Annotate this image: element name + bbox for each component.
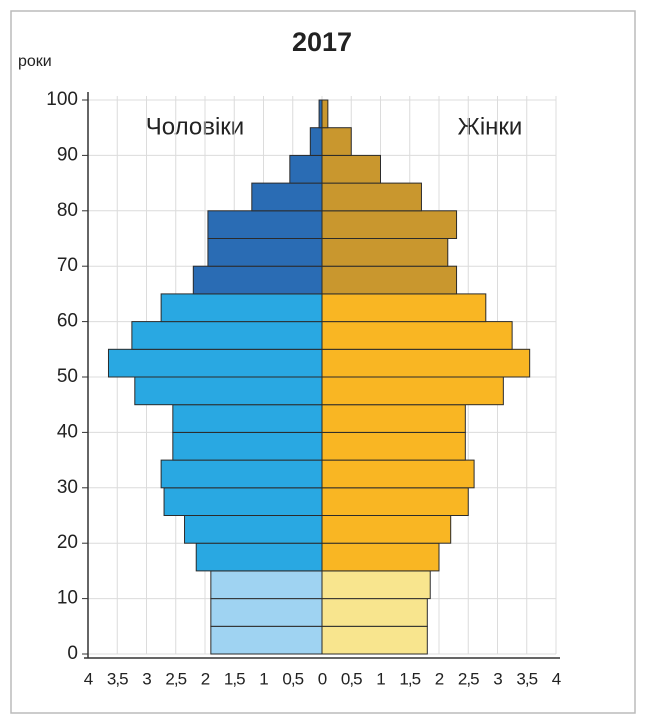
x-tick-label: 0	[318, 669, 327, 688]
chart-title: 2017	[292, 27, 352, 57]
bar	[321, 348, 531, 378]
x-tick-label: 1	[376, 669, 385, 688]
y-tick-label: 30	[57, 477, 78, 498]
x-tick-label: 2	[201, 669, 210, 688]
y-tick-label: 10	[57, 588, 78, 609]
x-tick-label: 1	[259, 669, 268, 688]
y-tick-label: 60	[57, 311, 78, 332]
x-tick-label: 2,5	[458, 669, 479, 688]
bar	[321, 376, 504, 406]
legend-left: Чоловіки	[146, 113, 244, 140]
y-axis-label: роки	[18, 53, 52, 70]
bar	[321, 570, 431, 600]
bar	[321, 210, 458, 240]
y-tick-label: 90	[57, 144, 78, 165]
bar	[289, 154, 323, 184]
x-tick-label: 0,5	[341, 669, 362, 688]
bar	[321, 127, 352, 156]
bar	[160, 459, 323, 489]
bar	[321, 598, 428, 627]
bar	[172, 404, 323, 433]
bar	[321, 182, 422, 212]
bar	[321, 459, 475, 489]
y-tick-label: 50	[57, 366, 78, 387]
bar	[321, 542, 440, 572]
x-tick-label: 0,5	[282, 669, 303, 688]
bar	[251, 182, 323, 212]
x-tick-label: 2,5	[165, 669, 186, 688]
bar	[172, 431, 323, 461]
bar	[192, 265, 323, 295]
bar	[321, 321, 513, 350]
bar	[134, 376, 323, 406]
bar	[321, 404, 466, 433]
bar	[321, 515, 452, 544]
bar	[321, 265, 458, 295]
x-tick-label: 2	[435, 669, 444, 688]
x-tick-label: 4	[84, 669, 93, 688]
x-tick-label: 3	[493, 669, 502, 688]
bar	[207, 238, 323, 267]
y-tick-label: 80	[57, 200, 78, 221]
bar	[184, 515, 323, 544]
bar	[163, 487, 323, 516]
frame	[10, 10, 636, 714]
x-tick-label: 3	[142, 669, 151, 688]
x-tick-label: 3,5	[107, 669, 128, 688]
y-tick-label: 40	[57, 421, 78, 442]
x-tick-label: 1,5	[224, 669, 245, 688]
x-tick-label: 3,5	[516, 669, 537, 688]
bar	[321, 293, 487, 323]
y-tick-label: 20	[57, 532, 78, 553]
bar	[321, 238, 449, 267]
x-tick-label: 4	[552, 669, 561, 688]
bar	[321, 154, 381, 184]
bar	[309, 127, 323, 156]
bar	[210, 570, 323, 600]
bar	[207, 210, 323, 240]
legend-right: Жінки	[458, 113, 523, 140]
y-tick-label: 70	[57, 255, 78, 276]
bar	[131, 321, 323, 350]
bar	[160, 293, 323, 323]
bar	[107, 348, 323, 378]
bar	[321, 99, 329, 129]
bar	[195, 542, 323, 572]
x-tick-label: 1,5	[399, 669, 420, 688]
bar	[321, 431, 466, 461]
bar	[210, 625, 323, 655]
bar	[210, 598, 323, 627]
bar	[321, 487, 469, 516]
y-tick-label: 100	[46, 89, 78, 110]
bar	[321, 625, 428, 655]
y-tick-label: 0	[67, 643, 78, 664]
